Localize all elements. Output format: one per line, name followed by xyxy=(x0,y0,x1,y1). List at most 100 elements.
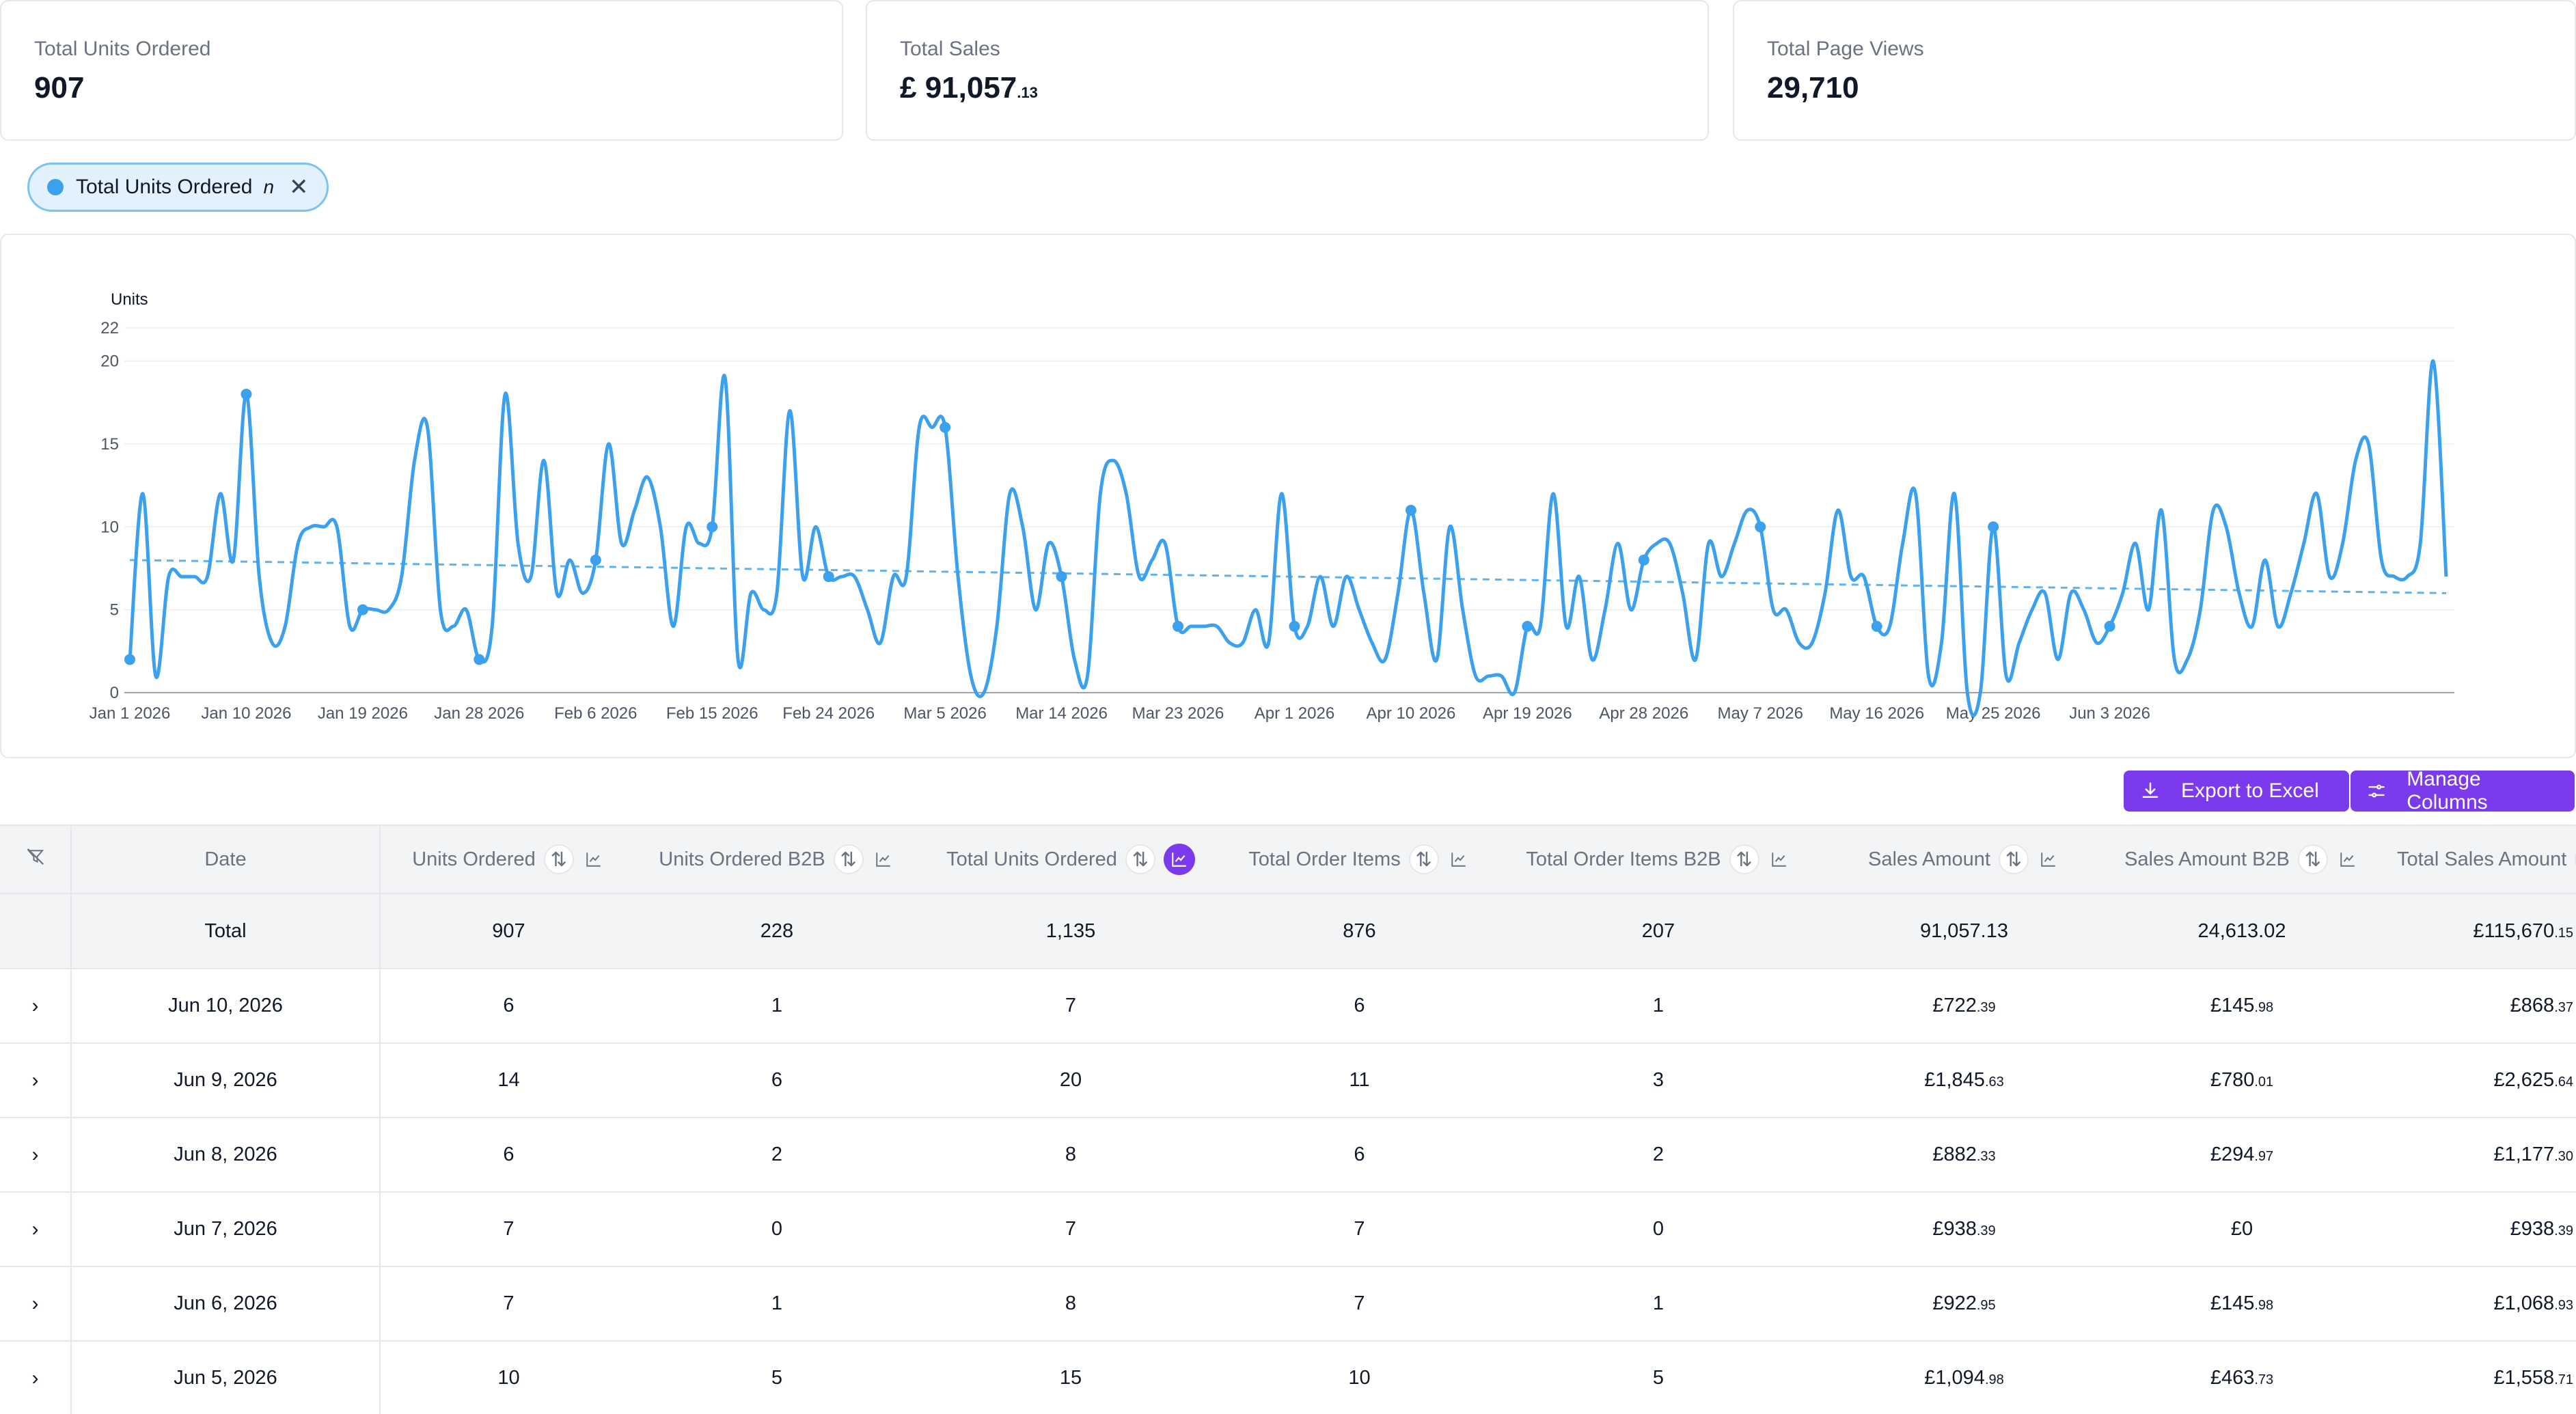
sort-icon[interactable]: ⇅ xyxy=(1729,844,1759,874)
data-point xyxy=(1056,571,1067,583)
export-label: Export to Excel xyxy=(2181,779,2319,802)
sort-icon[interactable]: ⇅ xyxy=(833,844,864,874)
chevron-right-icon[interactable]: › xyxy=(31,1217,39,1240)
filter-off-column[interactable] xyxy=(0,826,72,894)
total-total-units-ordered: 1,135 xyxy=(917,893,1224,969)
x-tick-label: Jan 1 2026 xyxy=(90,704,171,723)
data-point xyxy=(241,389,252,400)
sort-icon[interactable]: ⇅ xyxy=(543,844,574,874)
cell-date: Jun 5, 2026 xyxy=(71,1341,381,1414)
money-pence: .98 xyxy=(2254,1000,2274,1015)
chart-icon-active[interactable] xyxy=(1163,844,1195,875)
total-spacer xyxy=(0,893,72,969)
chevron-right-icon[interactable]: › xyxy=(31,1068,39,1092)
table-row[interactable]: › Jun 10, 2026 6 1 7 6 1 £722.39 £145.98 £868.37 xyxy=(0,969,2576,1044)
total-total-order-items-b2b: 207 xyxy=(1494,893,1822,969)
chart-icon[interactable] xyxy=(2037,848,2060,871)
table-row[interactable]: › Jun 5, 2026 10 5 15 10 5 £1,094.98 £463.73 £1,5… xyxy=(0,1341,2576,1414)
data-point xyxy=(1871,620,1882,632)
expand-row-button[interactable]: › xyxy=(0,1266,72,1342)
table-row[interactable]: › Jun 7, 2026 7 0 7 7 0 £938.39 £0 £938.39 xyxy=(0,1192,2576,1267)
sort-icon[interactable]: ⇅ xyxy=(1408,844,1439,874)
kpi-value-main: £ 91,057 xyxy=(900,71,1017,105)
manage-columns-button[interactable]: Manage Columns xyxy=(2351,768,2575,814)
header-label: Total Units Ordered xyxy=(946,848,1117,870)
money-main: £1,558 xyxy=(2493,1367,2555,1389)
x-tick-label: Jan 19 2026 xyxy=(318,704,408,723)
column-header-total-order-items-b2b[interactable]: Total Order Items B2B ⇅ xyxy=(1494,826,1822,894)
chart-icon[interactable] xyxy=(582,848,605,871)
data-point xyxy=(474,654,485,665)
cell-total-order-items-b2b: 0 xyxy=(1494,1192,1822,1267)
cell-total-units-ordered: 7 xyxy=(917,969,1224,1044)
cell-sales-amount: £938.39 xyxy=(1822,1192,2106,1267)
money-pence: .01 xyxy=(2254,1075,2274,1090)
money-main: £115,670 xyxy=(2473,919,2555,942)
money-main: £1,177 xyxy=(2493,1143,2555,1165)
chevron-right-icon[interactable]: › xyxy=(31,1143,39,1166)
expand-row-button[interactable]: › xyxy=(0,1192,72,1267)
column-header-units-ordered-b2b[interactable]: Units Ordered B2B ⇅ xyxy=(637,826,917,894)
y-tick-label: 20 xyxy=(100,352,119,371)
column-header-total-order-items[interactable]: Total Order Items ⇅ xyxy=(1224,826,1494,894)
chart-icon[interactable] xyxy=(1447,848,1470,871)
expand-row-button[interactable]: › xyxy=(0,1341,72,1414)
filter-off-icon[interactable] xyxy=(25,846,46,867)
chevron-right-icon[interactable]: › xyxy=(31,1366,39,1389)
chart-icon[interactable] xyxy=(872,848,895,871)
chart-icon[interactable] xyxy=(1768,848,1791,871)
table-row[interactable]: › Jun 9, 2026 14 6 20 11 3 £1,845.63 £780.01 £2,6… xyxy=(0,1043,2576,1118)
cell-total-order-items-b2b: 1 xyxy=(1494,1266,1822,1342)
y-tick-label: 22 xyxy=(100,319,119,337)
header-label: Date xyxy=(204,848,247,870)
column-header-total-units-ordered[interactable]: Total Units Ordered ⇅ xyxy=(917,826,1224,894)
data-point xyxy=(590,554,601,566)
data-point xyxy=(823,571,834,583)
data-table: Date Units Ordered ⇅ Units Ordered B2B ⇅ T… xyxy=(0,824,2576,1414)
column-header-date[interactable]: Date xyxy=(71,826,381,894)
x-tick-label: Mar 14 2026 xyxy=(1015,704,1108,723)
expand-row-button[interactable]: › xyxy=(0,969,72,1044)
total-sales-amount: 91,057.13 xyxy=(1822,893,2106,969)
money-main: £868 xyxy=(2510,995,2555,1016)
money-main: £922 xyxy=(1932,1292,1977,1314)
column-header-sales-amount-b2b[interactable]: Sales Amount B2B ⇅ xyxy=(2106,826,2378,894)
chip-suffix: n xyxy=(263,176,275,197)
chevron-right-icon[interactable]: › xyxy=(31,994,39,1017)
money-pence: .39 xyxy=(2554,1223,2573,1238)
kpi-value: 29,710 xyxy=(1767,70,2542,107)
column-header-total-sales-amount[interactable]: Total Sales Amount⇅ xyxy=(2378,826,2576,894)
close-icon[interactable]: ✕ xyxy=(289,174,309,200)
column-header-units-ordered[interactable]: Units Ordered ⇅ xyxy=(380,826,637,894)
cell-total-order-items: 10 xyxy=(1224,1341,1494,1414)
cell-sales-amount: £922.95 xyxy=(1822,1266,2106,1342)
money-main: £294 xyxy=(2210,1143,2255,1165)
cell-total-order-items-b2b: 3 xyxy=(1494,1043,1822,1118)
x-tick-label: May 16 2026 xyxy=(1829,704,1924,723)
header-label: Total Order Items xyxy=(1248,848,1401,870)
metric-chip[interactable]: Total Units Ordered n ✕ xyxy=(27,163,329,212)
expand-row-button[interactable]: › xyxy=(0,1043,72,1118)
sort-icon[interactable]: ⇅ xyxy=(1125,844,1155,874)
x-tick-label: Feb 24 2026 xyxy=(782,704,875,723)
kpi-label: Total Units Ordered xyxy=(34,38,211,60)
table-row[interactable]: › Jun 8, 2026 6 2 8 6 2 £882.33 £294.97 £1,177.30 xyxy=(0,1118,2576,1193)
money-main: £780 xyxy=(2210,1069,2255,1091)
money-pence: .93 xyxy=(2554,1298,2573,1313)
money-pence: .97 xyxy=(2254,1149,2274,1164)
table-row[interactable]: › Jun 6, 2026 7 1 8 7 1 £922.95 £145.98 £1,068.93 xyxy=(0,1266,2576,1342)
data-points xyxy=(124,389,2115,665)
expand-row-button[interactable]: › xyxy=(0,1118,72,1193)
chart-icon[interactable] xyxy=(2336,848,2359,871)
cell-units-ordered-b2b: 2 xyxy=(637,1118,917,1193)
column-header-sales-amount[interactable]: Sales Amount ⇅ xyxy=(1822,826,2106,894)
chevron-right-icon[interactable]: › xyxy=(31,1292,39,1315)
export-to-excel-button[interactable]: Export to Excel xyxy=(2124,771,2349,812)
cell-sales-amount-b2b: £780.01 xyxy=(2106,1043,2378,1118)
cell-total-sales-amount: £868.37 xyxy=(2378,969,2576,1044)
sort-icon[interactable]: ⇅ xyxy=(1998,844,2029,874)
x-tick-label: Apr 28 2026 xyxy=(1599,704,1688,723)
sort-icon[interactable]: ⇅ xyxy=(2297,844,2328,874)
manage-columns-label: Manage Columns xyxy=(2407,768,2488,814)
header-label: Sales Amount xyxy=(1868,848,1990,870)
